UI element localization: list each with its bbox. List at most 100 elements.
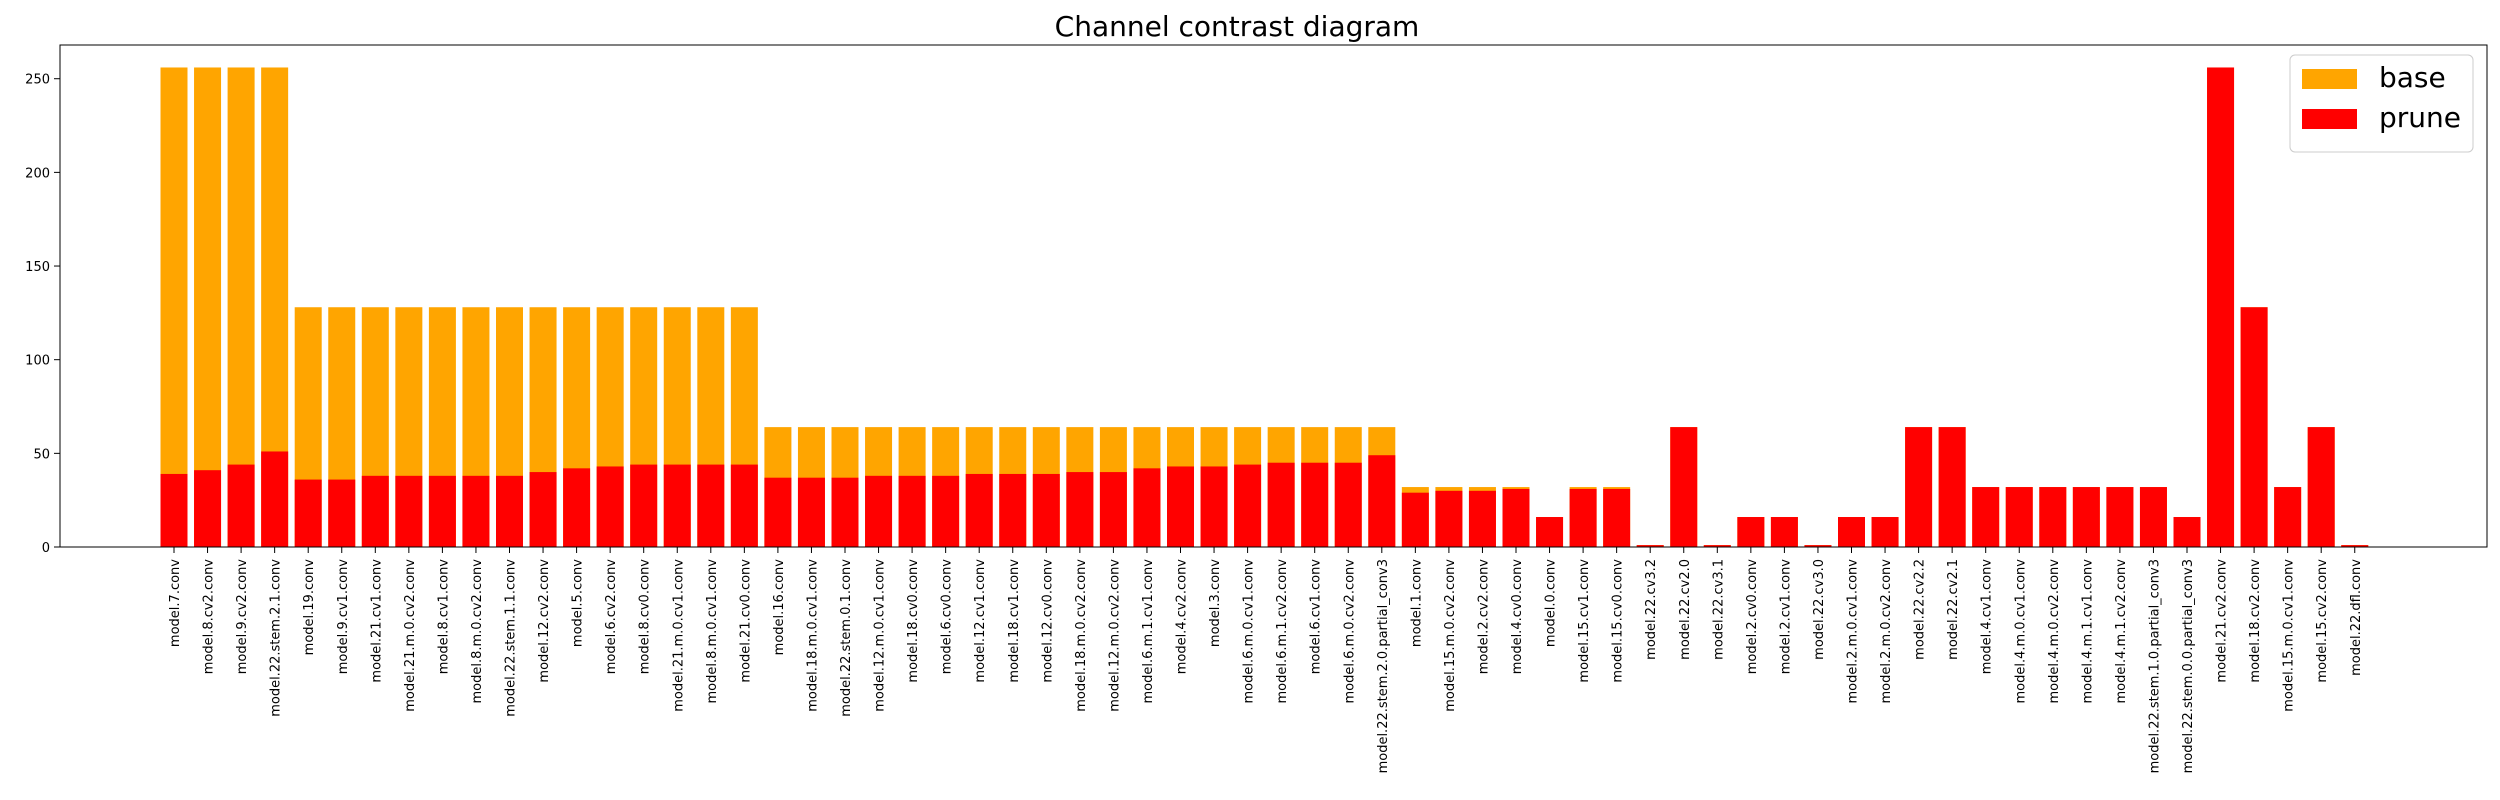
base-bar [160, 67, 188, 547]
x-tick-label: model.2.cv1.conv [1778, 559, 1793, 675]
prune-bar [2106, 487, 2134, 547]
prune-bar [1770, 517, 1798, 547]
prune-bar [596, 466, 624, 547]
base-series-bars [160, 67, 2369, 547]
prune-bar [1972, 487, 2000, 547]
plot-frame [59, 44, 2488, 548]
x-tick-label: model.22.cv2.0 [1678, 559, 1693, 660]
prune-bar [160, 473, 188, 547]
x-tick-label: model.8.cv0.conv [638, 559, 653, 675]
x-tick-label: model.22.cv3.0 [1812, 559, 1827, 660]
x-tick-label: model.15.m.0.cv1.conv [2282, 559, 2297, 712]
base-legend-swatch [2302, 69, 2357, 89]
x-tick-label: model.18.cv0.conv [906, 559, 921, 683]
prune-bar [1536, 517, 1564, 547]
prune-bar [227, 464, 255, 547]
x-tick-label: model.21.cv0.conv [738, 559, 753, 683]
x-tick-label: model.0.conv [1544, 559, 1559, 647]
x-tick-label: model.22.stem.0.0.partial_conv3 [2181, 559, 2196, 773]
x-tick-label: model.6.m.1.cv1.conv [1141, 559, 1156, 704]
x-tick-label: model.15.m.0.cv2.conv [1443, 559, 1458, 712]
prune-bar [965, 473, 993, 547]
x-tick-label: model.6.cv1.conv [1309, 559, 1324, 675]
x-tick-label: model.21.cv2.conv [2215, 559, 2230, 683]
prune-bar [361, 475, 389, 547]
x-tick-label: model.6.cv0.conv [940, 559, 955, 675]
prune-bar [1032, 473, 1060, 547]
prune-bar [2072, 487, 2100, 547]
prune-bar [462, 475, 490, 547]
x-tick-label: model.8.m.0.cv1.conv [705, 559, 720, 704]
prune-bar [2173, 517, 2201, 547]
prune-bar [2139, 487, 2167, 547]
x-tick-label: model.15.cv1.conv [1577, 559, 1592, 683]
x-tick-label: model.8.m.0.cv2.conv [470, 559, 485, 704]
x-tick-label: model.2.m.0.cv1.conv [1846, 559, 1861, 704]
legend: base prune [2289, 54, 2474, 153]
x-tick-label: model.12.m.0.cv1.conv [873, 559, 888, 712]
x-tick-label: model.22.dfl.conv [2349, 559, 2364, 676]
prune-bar [428, 475, 456, 547]
x-tick-label: model.22.stem.1.1.conv [504, 559, 519, 717]
base-bar [194, 67, 222, 547]
x-tick-label: model.7.conv [168, 559, 183, 647]
x-tick-label: model.8.cv2.conv [202, 559, 217, 675]
x-tick-label: model.22.cv3.1 [1711, 559, 1726, 660]
chart-title: Channel contrast diagram [1055, 10, 1420, 43]
y-tick-label: 0 [42, 541, 50, 556]
prune-bar [1938, 427, 1966, 547]
prune-bar [395, 475, 423, 547]
x-tick-label: model.1.conv [1409, 559, 1424, 647]
x-tick-label: model.6.cv2.conv [604, 559, 619, 675]
prune-bar [797, 477, 825, 547]
x-tick-label: model.5.conv [571, 559, 586, 647]
x-tick-label: model.22.stem.2.0.partial_conv3 [1376, 559, 1391, 773]
prune-bar [2307, 427, 2335, 547]
x-tick-label: model.22.stem.1.0.partial_conv3 [2147, 559, 2162, 773]
x-tick-label: model.18.cv1.conv [1007, 559, 1022, 683]
x-tick-label: model.15.cv2.conv [2315, 559, 2330, 683]
y-tick-label: 100 [25, 354, 50, 369]
x-tick-label: model.22.stem.0.1.conv [839, 559, 854, 717]
x-tick-label: model.21.m.0.cv1.conv [671, 559, 686, 712]
prune-bar [1301, 462, 1329, 547]
x-tick-label: model.12.cv2.conv [537, 559, 552, 683]
prune-bar [1368, 455, 1396, 547]
x-tick-label: model.6.m.0.cv2.conv [1342, 559, 1357, 704]
x-tick-label: model.12.cv0.conv [1040, 559, 1055, 683]
prune-bar [1603, 488, 1631, 547]
x-tick-label: model.4.m.1.cv2.conv [2114, 559, 2129, 704]
prune-bar [2274, 487, 2302, 547]
prune-bar [630, 464, 658, 547]
prune-bar [1099, 472, 1127, 547]
x-tick-label: model.16.conv [772, 559, 787, 656]
prune-bar [1468, 490, 1496, 547]
prune-bar [730, 464, 758, 547]
y-tick-label: 250 [25, 73, 50, 88]
x-tick-label: model.6.m.1.cv2.conv [1275, 559, 1290, 704]
x-tick-label: model.4.m.0.cv1.conv [2013, 559, 2028, 704]
prune-bar [328, 479, 356, 547]
x-tick-label: model.12.cv1.conv [973, 559, 988, 683]
y-axis-ticks: 0 50 100 150 200 250 [25, 73, 60, 556]
prune-bar [1066, 472, 1094, 547]
prune-bar [1871, 517, 1899, 547]
prune-bar [1569, 488, 1597, 547]
prune-bar [1200, 466, 1228, 547]
x-tick-label: model.22.cv2.2 [1913, 559, 1928, 660]
x-tick-label: model.4.m.1.cv1.conv [2080, 559, 2095, 704]
x-tick-label: model.19.conv [302, 559, 317, 656]
x-tick-label: model.18.m.0.cv2.conv [1074, 559, 1089, 712]
prune-bar [2341, 545, 2369, 547]
prune-bar [865, 475, 893, 547]
prune-bar [529, 472, 557, 547]
prune-bar [932, 475, 960, 547]
prune-bar [1703, 545, 1731, 547]
prune-bar [1737, 517, 1765, 547]
x-tick-label: model.12.m.0.cv2.conv [1107, 559, 1122, 712]
prune-bar [563, 468, 591, 547]
prune-legend-swatch [2302, 109, 2357, 129]
prune-bar [1502, 488, 1530, 547]
x-tick-label: model.2.cv2.conv [1476, 559, 1491, 675]
x-tick-label: model.21.m.0.cv2.conv [403, 559, 418, 712]
